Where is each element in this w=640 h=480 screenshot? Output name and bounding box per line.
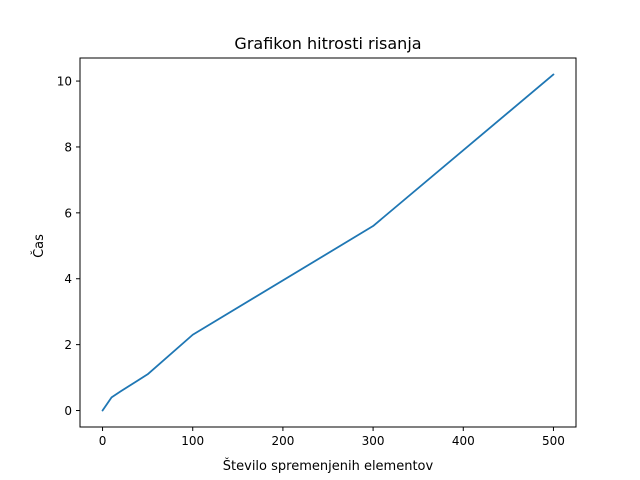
y-tick-label: 8 (64, 140, 72, 154)
y-tick-label: 2 (64, 338, 72, 352)
y-tick-label: 10 (57, 75, 72, 89)
chart-title: Grafikon hitrosti risanja (234, 34, 421, 53)
y-axis: 0 2 4 6 8 10 (57, 75, 80, 418)
y-axis-label: Čas (31, 234, 47, 258)
y-tick-label: 0 (64, 404, 72, 418)
x-tick-label: 500 (542, 434, 565, 448)
y-tick-label: 6 (64, 206, 72, 220)
y-tick-label: 4 (64, 272, 72, 286)
plot-frame (79, 57, 577, 428)
x-tick-label: 100 (181, 434, 204, 448)
x-axis: 0 100 200 300 400 500 (99, 427, 565, 448)
x-tick-label: 200 (271, 434, 294, 448)
x-tick-label: 0 (99, 434, 107, 448)
x-axis-label: Število spremenjenih elementov (223, 458, 434, 474)
series-line (101, 73, 555, 412)
x-tick-label: 300 (362, 434, 385, 448)
x-tick-label: 400 (452, 434, 475, 448)
plot-area (101, 73, 555, 412)
